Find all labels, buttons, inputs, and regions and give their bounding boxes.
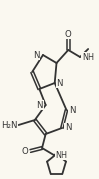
Text: NH: NH: [82, 52, 94, 62]
Text: O: O: [65, 30, 72, 38]
Text: N: N: [69, 105, 76, 115]
Text: O: O: [22, 146, 29, 156]
Text: N: N: [33, 50, 39, 59]
Text: H₂N: H₂N: [1, 120, 18, 129]
Text: N: N: [65, 124, 71, 132]
Text: N: N: [36, 100, 43, 110]
Text: NH: NH: [56, 151, 68, 159]
Text: N: N: [57, 79, 63, 88]
